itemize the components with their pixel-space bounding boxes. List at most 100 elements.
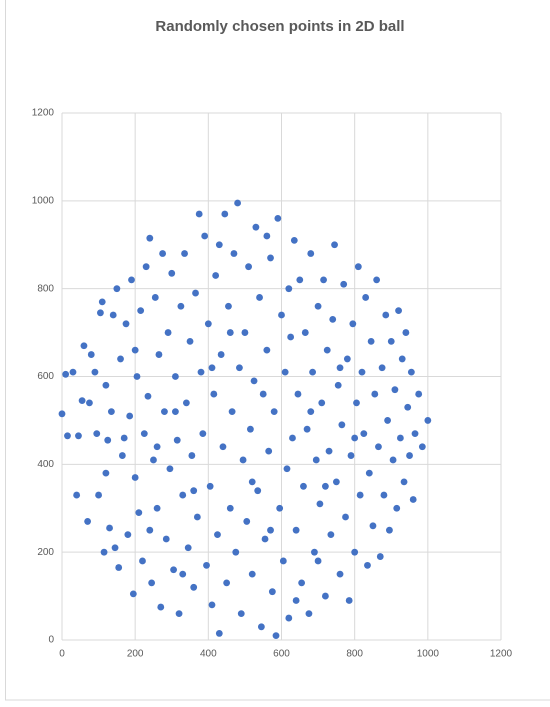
point <box>380 491 388 499</box>
chart-border <box>5 0 550 701</box>
point <box>91 368 99 376</box>
point <box>336 570 344 578</box>
point <box>358 368 366 376</box>
point <box>314 302 322 310</box>
point <box>322 592 329 600</box>
x-tick-label: 800 <box>346 649 363 660</box>
point <box>226 504 234 512</box>
point <box>122 320 130 328</box>
point <box>336 364 344 372</box>
point <box>104 436 112 444</box>
point <box>389 456 397 464</box>
point <box>267 254 274 262</box>
point <box>267 526 274 534</box>
point <box>232 548 240 556</box>
point <box>298 579 306 587</box>
point <box>133 373 141 380</box>
point <box>126 412 134 420</box>
point <box>69 368 77 376</box>
point <box>387 337 395 345</box>
point <box>259 390 267 398</box>
point <box>327 531 335 538</box>
point <box>245 263 252 271</box>
point <box>332 478 340 486</box>
point <box>265 447 273 455</box>
point <box>146 234 154 242</box>
point <box>376 553 384 560</box>
x-tick-label: 200 <box>127 649 144 660</box>
point <box>210 390 218 398</box>
point <box>106 524 113 532</box>
point <box>391 386 399 394</box>
x-tick-label: 1000 <box>417 649 440 660</box>
point <box>97 309 104 317</box>
point <box>230 250 238 257</box>
y-tick-label: 1200 <box>32 108 55 119</box>
x-tick-label: 0 <box>59 649 65 660</box>
point <box>393 504 401 512</box>
point <box>201 232 209 240</box>
point <box>186 337 194 345</box>
point <box>197 368 205 376</box>
point <box>166 465 174 473</box>
y-tick-label: 800 <box>37 283 54 294</box>
point <box>93 430 101 437</box>
point <box>395 307 402 315</box>
point <box>292 526 300 534</box>
point <box>402 329 410 336</box>
point <box>398 355 406 363</box>
point <box>192 289 199 297</box>
x-tick-label: 400 <box>200 649 217 660</box>
points <box>58 199 432 640</box>
point <box>199 430 207 437</box>
point <box>318 399 326 407</box>
point <box>62 370 70 378</box>
point <box>131 346 139 354</box>
point <box>131 474 139 481</box>
point <box>144 392 152 400</box>
point <box>360 430 368 437</box>
point <box>117 355 124 363</box>
point <box>181 250 188 257</box>
point <box>177 302 185 310</box>
point <box>331 241 338 249</box>
point <box>322 482 329 490</box>
point <box>161 408 168 416</box>
point <box>371 390 379 398</box>
point <box>278 311 285 319</box>
point <box>369 522 377 530</box>
point <box>254 487 262 495</box>
point <box>128 276 135 284</box>
y-tick-label: 200 <box>37 547 54 558</box>
point <box>212 272 220 279</box>
point <box>378 364 386 372</box>
point <box>150 456 157 464</box>
point <box>102 381 110 389</box>
point <box>362 294 370 301</box>
point <box>179 491 187 499</box>
point <box>236 364 243 372</box>
point <box>153 504 161 512</box>
point <box>58 410 66 418</box>
point <box>98 298 106 306</box>
point <box>257 623 265 631</box>
point <box>120 434 128 442</box>
point <box>329 316 337 323</box>
point <box>270 408 278 416</box>
point <box>356 491 364 499</box>
point <box>386 526 393 534</box>
point <box>148 579 156 587</box>
point <box>146 526 154 534</box>
point <box>296 276 304 284</box>
point <box>338 421 346 429</box>
point <box>263 232 271 240</box>
point <box>256 294 263 301</box>
point <box>184 544 192 552</box>
tick-labels: 0 200 400 600 800 1000 1200 0 200 400 600 800 1000 12… <box>32 108 513 660</box>
point <box>243 518 251 525</box>
point <box>247 425 254 433</box>
point <box>124 531 132 538</box>
point <box>215 630 223 637</box>
point <box>351 548 359 556</box>
